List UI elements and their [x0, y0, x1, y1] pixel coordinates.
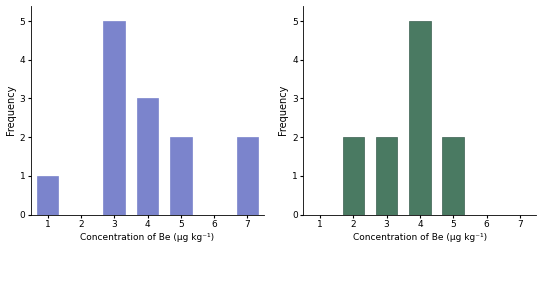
Bar: [237, 137, 258, 215]
Bar: [37, 176, 59, 215]
Bar: [409, 21, 431, 215]
Bar: [170, 137, 192, 215]
Bar: [442, 137, 464, 215]
X-axis label: Concentration of Be (μg kg⁻¹): Concentration of Be (μg kg⁻¹): [353, 233, 487, 242]
Bar: [137, 98, 158, 215]
Bar: [376, 137, 397, 215]
Bar: [104, 21, 125, 215]
X-axis label: Concentration of Be (μg kg⁻¹): Concentration of Be (μg kg⁻¹): [80, 233, 215, 242]
Bar: [343, 137, 364, 215]
Y-axis label: Frequency: Frequency: [278, 85, 288, 135]
Y-axis label: Frequency: Frequency: [5, 85, 16, 135]
